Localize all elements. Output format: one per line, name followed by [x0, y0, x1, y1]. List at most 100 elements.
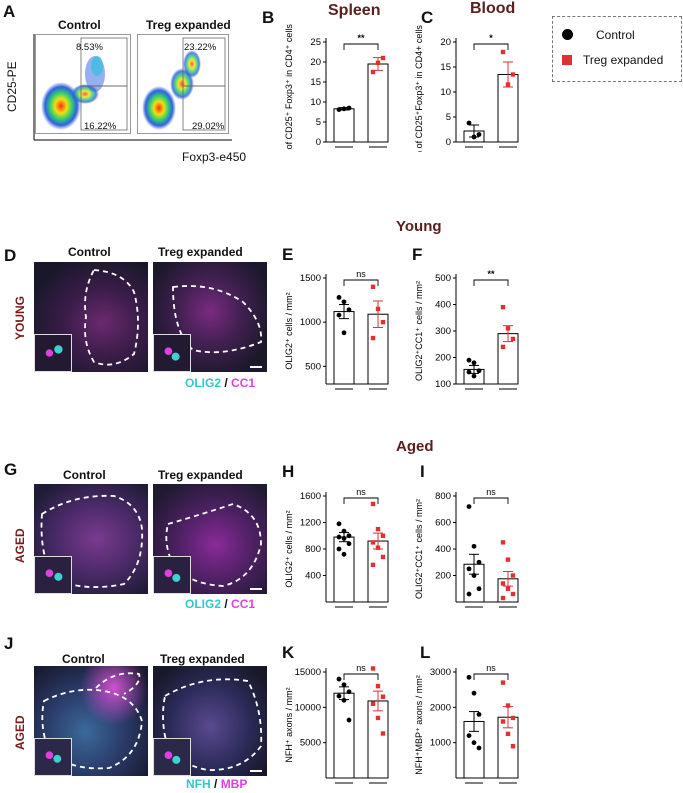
point-treg [375, 60, 381, 65]
point-treg [375, 306, 381, 312]
y-tick-label: 1600 [300, 491, 321, 502]
point-treg [370, 284, 376, 290]
quadrant-lower-control: 16.22% [84, 121, 117, 132]
y-tick-label: 200 [435, 571, 451, 582]
panel-label-f: F [412, 245, 423, 264]
point-treg [380, 554, 386, 560]
flow-plot-treg [137, 34, 229, 134]
point-treg [380, 533, 386, 538]
y-tick-label: 3000 [430, 667, 451, 678]
point-treg [510, 715, 516, 721]
point-control [336, 676, 342, 682]
point-treg [500, 581, 506, 586]
point-control [476, 368, 482, 374]
chart-ylabel: OLIG2⁺ cells / mm² [284, 510, 294, 587]
y-tick-label: 0 [316, 137, 321, 148]
chart-blood: % of CD25⁺Foxp3⁺ in CD4+ cells 0 5 10 15 20 * [414, 25, 519, 152]
axon-title-control: Control [62, 652, 105, 666]
stain-olig2: OLIG2 [185, 376, 222, 390]
point-control [336, 295, 342, 300]
point-control [466, 733, 472, 738]
point-treg [500, 344, 506, 350]
panel-label-j: J [4, 634, 14, 653]
aged-title-control: Control [63, 468, 106, 482]
point-control [466, 369, 472, 375]
point-treg [375, 545, 381, 550]
y-tick-label: 2000 [430, 702, 451, 713]
chart-ylabel: OLIG2⁺CC1⁺ cells / mm² [414, 499, 424, 599]
significance-bracket [343, 497, 379, 504]
point-control [471, 134, 477, 140]
point-treg [510, 744, 516, 749]
point-control [466, 674, 472, 680]
y-tick-label: 10 [310, 97, 321, 108]
significance-bracket [343, 673, 379, 680]
point-control [341, 682, 347, 688]
point-control [466, 120, 472, 126]
point-control [336, 534, 342, 540]
point-treg [380, 55, 386, 61]
stain-sep: / [210, 777, 221, 791]
chart-young-olig2-cc1: OLIG2⁺CC1⁺ cells / mm² 100 200 300 400 500 ** [414, 269, 519, 390]
scale-bar-aged [250, 588, 262, 590]
point-control [346, 689, 352, 695]
bar-control [333, 692, 355, 779]
point-control [466, 566, 472, 572]
chart-spleen: % of CD25⁺ Foxp3⁺ in CD4⁺ cells 0 5 10 15 20 2… [284, 24, 389, 152]
y-tick-label: 10000 [295, 702, 321, 713]
point-treg [505, 703, 511, 708]
point-control [346, 541, 352, 547]
section-title-young: Young [396, 218, 442, 235]
point-control [341, 551, 347, 557]
point-treg [505, 82, 511, 87]
point-control [476, 586, 482, 592]
y-tick-label: 200 [435, 353, 451, 364]
point-control [471, 543, 477, 549]
point-control [336, 107, 342, 112]
bar-treg [367, 700, 389, 779]
flow-title-treg: Treg expanded [146, 18, 231, 32]
flow-ylabel: CD25-PE [5, 61, 19, 112]
point-control [346, 307, 352, 313]
point-treg [375, 526, 381, 532]
point-treg [500, 719, 506, 724]
legend-control-marker [562, 29, 573, 40]
stain-sep: / [221, 376, 232, 390]
stain-cc1: CC1 [231, 376, 256, 390]
point-treg [510, 591, 516, 597]
inset-axon-treg [153, 738, 191, 776]
chart-aged-olig2-cc1: OLIG2⁺CC1⁺ cells / mm² 200 400 600 800 ns [414, 487, 519, 608]
quadrant-upper-treg: 23.22% [184, 42, 217, 53]
flow-plot-control [35, 34, 131, 134]
point-treg [510, 72, 516, 77]
point-treg [510, 336, 516, 342]
point-control [336, 693, 342, 699]
point-control [346, 105, 352, 111]
bar-treg [367, 63, 389, 143]
stain-olig2: OLIG2 [185, 597, 222, 611]
significance-label: ns [486, 663, 496, 673]
point-control [476, 745, 482, 751]
point-control [341, 106, 347, 112]
y-tick-label: 0 [446, 137, 451, 148]
point-treg [500, 680, 506, 685]
significance-bracket [343, 43, 379, 50]
point-control [336, 521, 342, 527]
significance-label: ns [486, 487, 496, 497]
y-tick-label: 10 [440, 87, 451, 98]
y-tick-label: 400 [435, 544, 451, 555]
y-tick-label: 500 [305, 361, 321, 372]
y-tick-label: 15 [310, 77, 321, 88]
point-control [471, 360, 477, 366]
young-title-treg: Treg expanded [158, 245, 243, 259]
point-control [341, 330, 347, 336]
chart-axons-nfh: NFH⁺ axons / mm² 5000 10000 15000 ns [284, 663, 389, 784]
outline-aged-treg [165, 503, 262, 587]
panel-label-i: I [420, 462, 425, 481]
point-treg [370, 540, 376, 545]
point-control [341, 697, 347, 703]
point-control [466, 357, 472, 363]
point-control [476, 712, 482, 717]
stain-caption-axon: NFH / MBP [186, 777, 247, 791]
flow-xlabel: Foxp3-e450 [182, 150, 247, 164]
